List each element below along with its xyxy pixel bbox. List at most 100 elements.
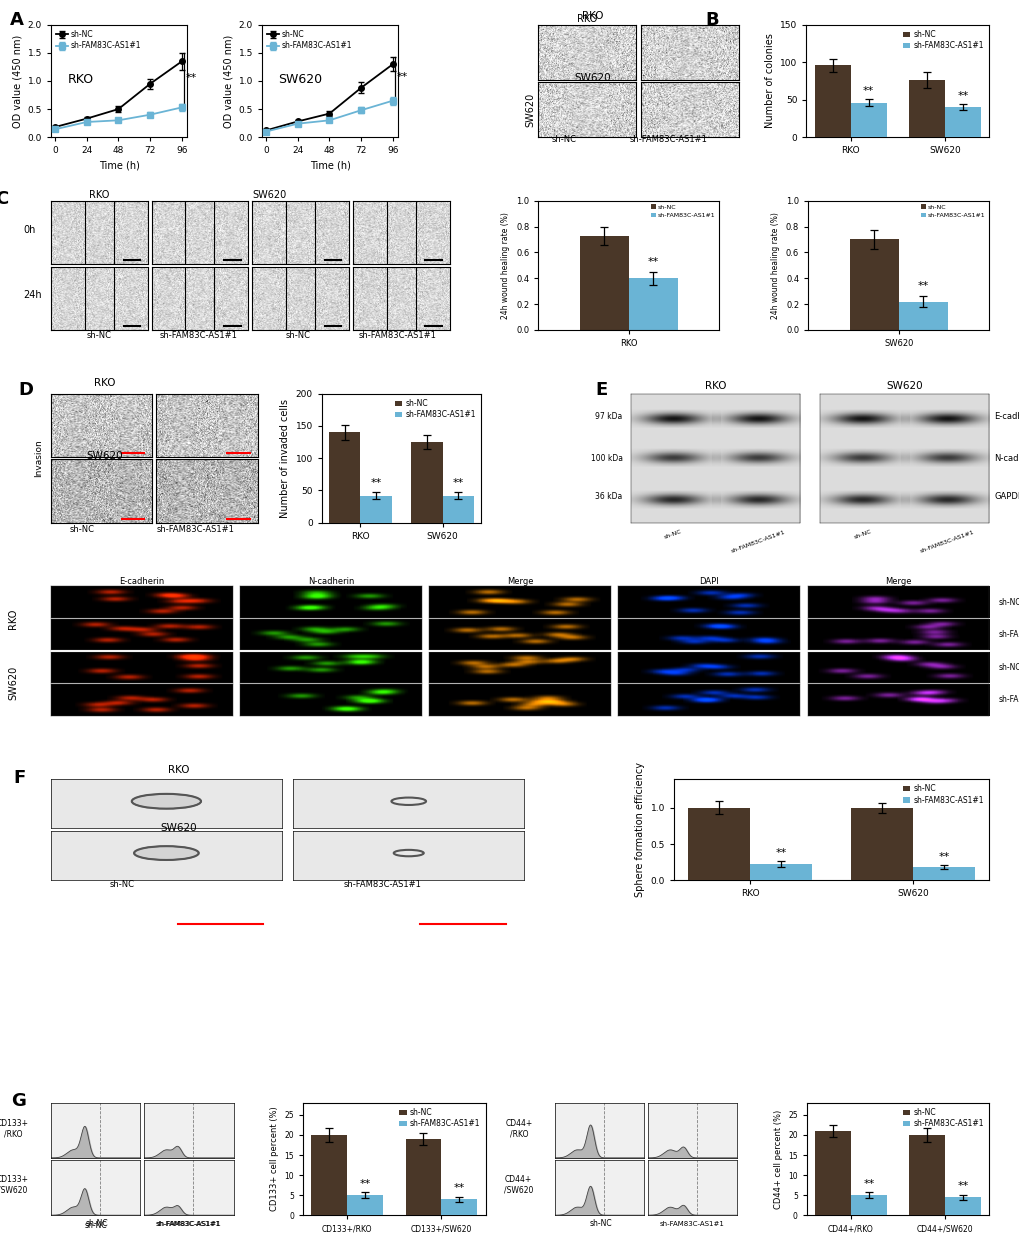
Bar	[329, 433, 360, 523]
Text: sh-NC: sh-NC	[285, 331, 311, 340]
Text: **: **	[395, 72, 408, 82]
Bar	[346, 1195, 382, 1215]
Title: DAPI: DAPI	[699, 577, 718, 585]
Bar	[908, 81, 945, 138]
Bar	[411, 441, 442, 523]
Title: SW620: SW620	[886, 382, 922, 392]
Text: E-cadherin: E-cadherin	[994, 412, 1019, 422]
Text: B: B	[705, 11, 718, 30]
Legend: sh-NC, sh-FAM83C-AS1#1: sh-NC, sh-FAM83C-AS1#1	[901, 782, 984, 806]
Circle shape	[133, 846, 199, 861]
X-axis label: sh-NC: sh-NC	[85, 1220, 107, 1230]
Text: CD133+
/SW620: CD133+ /SW620	[0, 1176, 30, 1194]
Text: SW620: SW620	[574, 73, 610, 83]
Text: **: **	[957, 91, 968, 100]
Bar	[851, 808, 912, 880]
Text: sh-FAM83C-AS1#1: sh-FAM83C-AS1#1	[343, 880, 421, 889]
Text: A: A	[10, 11, 24, 30]
Text: sh-NC: sh-NC	[852, 529, 871, 541]
Text: N-cadherin: N-cadherin	[994, 454, 1019, 463]
Text: sh-NC: sh-NC	[551, 135, 576, 144]
Text: sh-FAM83C-AS1#1: sh-FAM83C-AS1#1	[730, 529, 785, 553]
Title: RKO: RKO	[89, 190, 109, 200]
Text: **: **	[957, 1182, 968, 1192]
Bar	[945, 1197, 980, 1215]
Text: sh-NC: sh-NC	[589, 1219, 611, 1229]
Text: SW620: SW620	[87, 450, 123, 460]
Text: sh-NC: sh-NC	[109, 880, 135, 889]
Title: E-cadherin: E-cadherin	[119, 577, 164, 585]
Text: C: C	[0, 191, 8, 208]
Bar	[814, 66, 850, 138]
Text: F: F	[13, 769, 25, 787]
Text: sh-NC: sh-NC	[663, 529, 682, 541]
Bar	[849, 239, 898, 330]
Bar	[945, 107, 980, 138]
Text: sh-FAM83C-AS1#1: sh-FAM83C-AS1#1	[658, 1221, 723, 1228]
Bar	[629, 278, 678, 330]
Bar	[406, 1140, 441, 1215]
Y-axis label: Number of invaded cells: Number of invaded cells	[280, 398, 289, 517]
Text: RKO: RKO	[581, 11, 602, 21]
Y-axis label: OD value (450 nm): OD value (450 nm)	[12, 35, 22, 128]
X-axis label: Time (h): Time (h)	[99, 161, 140, 171]
Legend: sh-NC, sh-FAM83C-AS1#1: sh-NC, sh-FAM83C-AS1#1	[392, 397, 477, 420]
Text: sh-FAM83C-AS1#1: sh-FAM83C-AS1#1	[157, 525, 234, 533]
Title: Merge: Merge	[506, 577, 533, 585]
Text: G: G	[11, 1091, 25, 1110]
Bar	[850, 1195, 886, 1215]
Text: **: **	[937, 852, 949, 862]
X-axis label: Time (h): Time (h)	[310, 161, 351, 171]
Y-axis label: CD133+ cell percent (%): CD133+ cell percent (%)	[269, 1106, 278, 1211]
Text: **: **	[359, 1179, 370, 1189]
Y-axis label: Number of colonies: Number of colonies	[764, 33, 773, 129]
Title: N-cadherin: N-cadherin	[308, 577, 354, 585]
Text: RKO: RKO	[94, 378, 115, 388]
Bar	[579, 236, 629, 330]
Text: RKO: RKO	[168, 765, 190, 775]
Text: **: **	[862, 86, 873, 95]
Text: sh-FAM83C-AS1#1: sh-FAM83C-AS1#1	[630, 135, 707, 144]
Text: sh-NC: sh-NC	[998, 662, 1019, 672]
Text: **: **	[862, 1179, 873, 1189]
Text: **: **	[453, 1183, 465, 1193]
Bar	[442, 496, 474, 523]
Text: CD44+
/RKO: CD44+ /RKO	[505, 1118, 533, 1138]
Legend: sh-NC, sh-FAM83C-AS1#1: sh-NC, sh-FAM83C-AS1#1	[901, 1106, 984, 1130]
Bar	[688, 808, 750, 880]
X-axis label: sh-FAM83C-AS1#1: sh-FAM83C-AS1#1	[156, 1220, 221, 1226]
Circle shape	[131, 794, 201, 808]
Text: sh-FAM83C-AS1#1: sh-FAM83C-AS1#1	[359, 331, 436, 340]
Y-axis label: OD value (450 nm): OD value (450 nm)	[223, 35, 233, 128]
Text: RKO: RKO	[67, 73, 94, 87]
Text: 24h: 24h	[23, 290, 42, 300]
Text: SW620: SW620	[8, 666, 18, 701]
Text: **: **	[452, 479, 464, 489]
Legend: sh-NC, sh-FAM83C-AS1#1: sh-NC, sh-FAM83C-AS1#1	[266, 29, 354, 52]
Y-axis label: 24h wound healing rate (%): 24h wound healing rate (%)	[770, 212, 780, 319]
Text: sh-NC: sh-NC	[69, 525, 95, 533]
Legend: sh-NC, sh-FAM83C-AS1#1: sh-NC, sh-FAM83C-AS1#1	[55, 29, 143, 52]
Bar	[441, 1199, 477, 1215]
Text: sh-FAM83C-AS1#1: sh-FAM83C-AS1#1	[159, 331, 237, 340]
Text: SW620: SW620	[160, 822, 197, 832]
Text: sh-FAM83C-AS1#1: sh-FAM83C-AS1#1	[998, 694, 1019, 704]
Bar	[311, 1135, 346, 1215]
Y-axis label: 24h wound healing rate (%): 24h wound healing rate (%)	[501, 212, 510, 319]
Text: sh-NC: sh-NC	[998, 598, 1019, 606]
Text: GAPDH: GAPDH	[994, 492, 1019, 501]
Bar	[909, 1135, 945, 1215]
Text: D: D	[18, 381, 33, 398]
Text: SW620: SW620	[278, 73, 322, 87]
Legend: sh-NC, sh-FAM83C-AS1#1: sh-NC, sh-FAM83C-AS1#1	[919, 203, 985, 219]
Text: **: **	[185, 73, 197, 83]
Text: 97 kDa: 97 kDa	[595, 412, 622, 422]
Text: CD133+
/RKO: CD133+ /RKO	[0, 1118, 30, 1138]
Text: **: **	[370, 479, 381, 489]
Text: sh-NC: sh-NC	[86, 1219, 108, 1229]
Legend: sh-NC, sh-FAM83C-AS1#1: sh-NC, sh-FAM83C-AS1#1	[901, 29, 984, 52]
Text: sh-FAM83C-AS1#1: sh-FAM83C-AS1#1	[155, 1221, 220, 1228]
Bar	[360, 496, 391, 523]
Text: sh-FAM83C-AS1#1: sh-FAM83C-AS1#1	[998, 630, 1019, 640]
Text: **: **	[647, 257, 658, 267]
